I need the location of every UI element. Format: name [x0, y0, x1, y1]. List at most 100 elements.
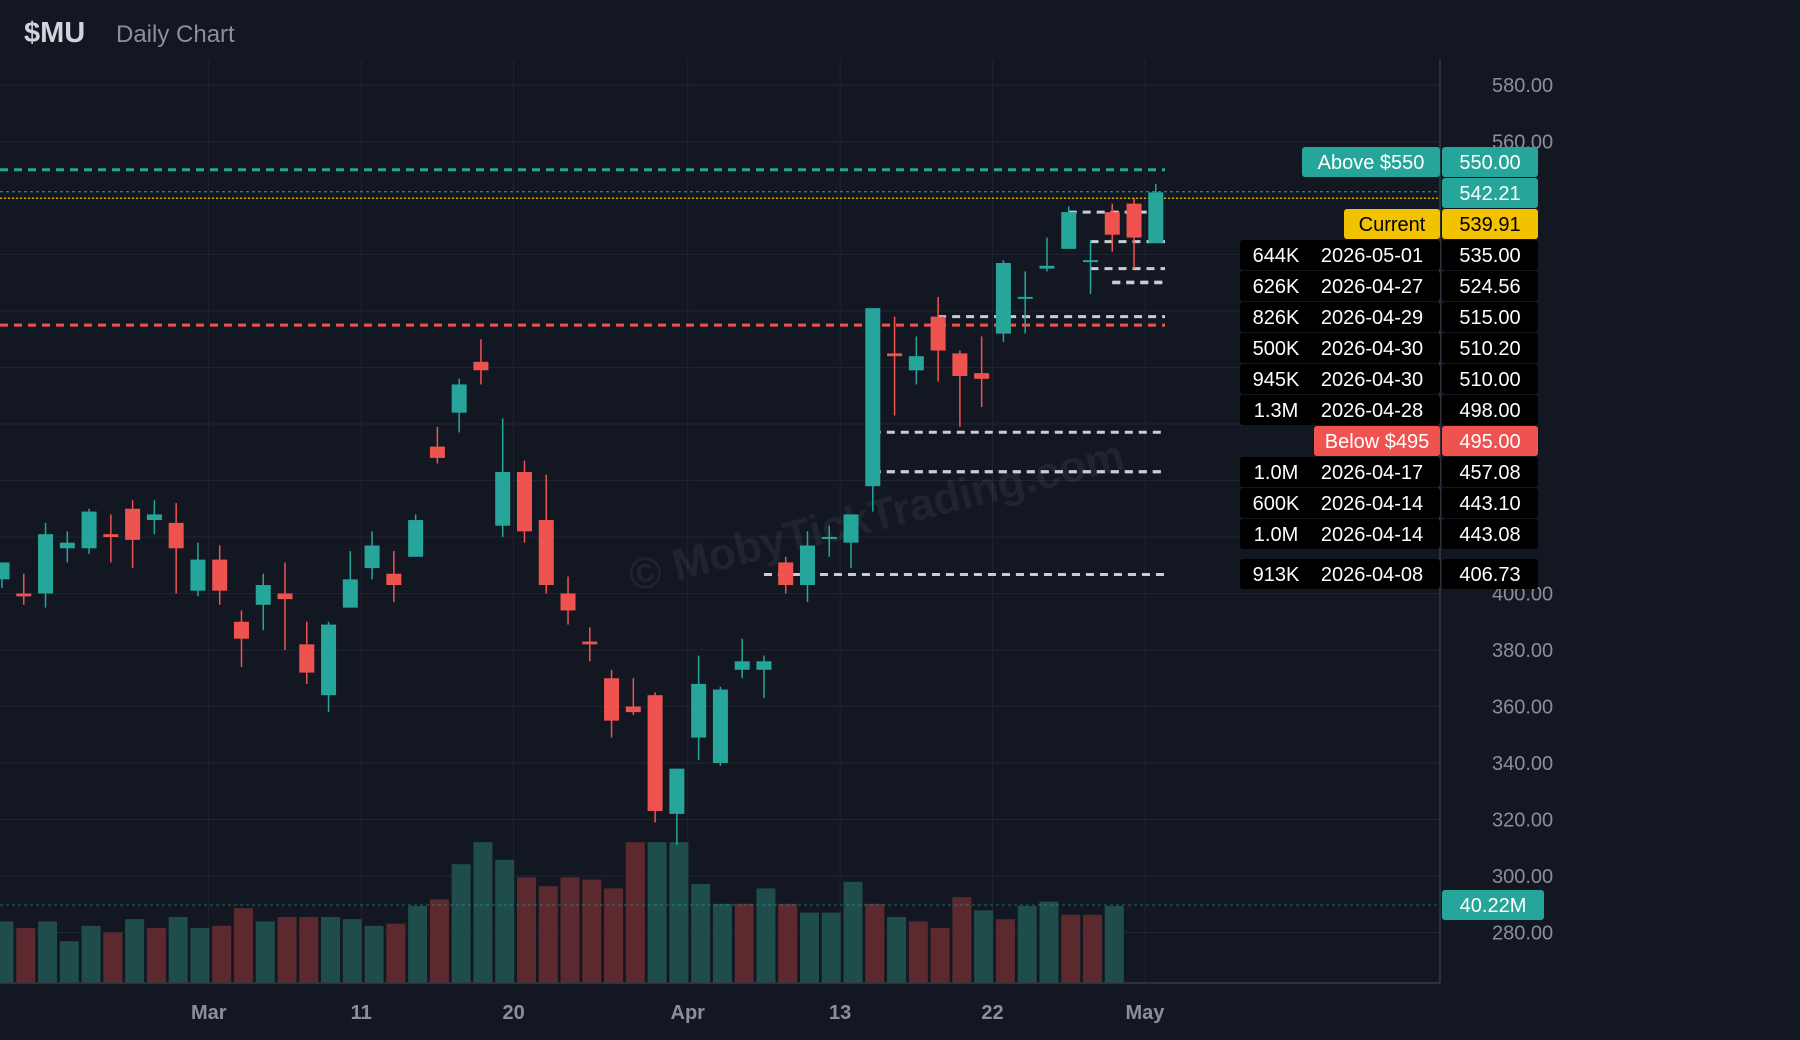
candle-body	[255, 585, 271, 605]
candle-body	[1017, 296, 1033, 299]
candle-body	[81, 511, 97, 549]
candle-body	[212, 559, 228, 591]
volume-value-text: 40.22M	[1460, 895, 1527, 917]
candle-body	[1039, 265, 1055, 269]
candle-body	[865, 308, 881, 487]
price-tag-value: 498.00	[1459, 400, 1520, 422]
price-tag-box	[1442, 559, 1538, 589]
candle-body	[16, 593, 32, 597]
candle-body	[930, 316, 946, 351]
level-label-box	[1302, 147, 1440, 177]
time-tick-label: 22	[981, 1002, 1003, 1024]
candle-body	[691, 683, 707, 738]
volume-level-date: 2026-04-29	[1321, 307, 1423, 329]
volume-level-date: 2026-04-17	[1321, 462, 1423, 484]
price-tag-box	[1442, 519, 1538, 549]
candle-body	[38, 534, 54, 594]
volume-bar	[1017, 906, 1037, 983]
volume-bar	[103, 932, 123, 983]
price-tag-box	[1442, 271, 1538, 301]
volume-bar	[321, 917, 341, 983]
price-tick-label: 360.00	[1492, 697, 1553, 719]
volume-bar	[299, 917, 319, 983]
candle-body	[408, 520, 424, 557]
price-tag-value: 443.10	[1459, 493, 1520, 515]
candle-body	[887, 353, 903, 357]
volume-bar	[952, 897, 972, 983]
volume-level-volume: 826K	[1253, 307, 1300, 329]
time-axis: Mar 11 20 Apr 13 22 May	[191, 1002, 1165, 1024]
candle-body	[1104, 212, 1120, 235]
volume-bar	[59, 941, 79, 983]
candle-body	[342, 579, 358, 608]
candle-body	[952, 353, 968, 376]
level-label-text: Above $550	[1318, 152, 1425, 174]
price-tag-box	[1442, 333, 1538, 363]
volume-bar	[1039, 901, 1059, 983]
volume-bar	[669, 842, 689, 983]
candle-body	[669, 768, 685, 814]
candle-body	[190, 559, 206, 591]
candle-body	[299, 644, 315, 673]
volume-bar	[799, 912, 819, 983]
time-tick-label: 13	[829, 1002, 851, 1024]
volume-bar	[538, 886, 558, 983]
price-tick-label: 340.00	[1492, 753, 1553, 775]
candle-body	[995, 262, 1011, 334]
volume-bar	[691, 884, 711, 983]
volume-bar	[0, 921, 14, 983]
volume-level-volume: 600K	[1253, 493, 1300, 515]
volume-bar	[734, 903, 754, 983]
candle-body	[429, 446, 445, 458]
price-tag-value: 515.00	[1459, 307, 1520, 329]
volume-bar	[887, 917, 907, 983]
price-tag-box	[1442, 240, 1538, 270]
price-tag-box	[1442, 178, 1538, 208]
volume-bar	[125, 919, 145, 983]
candle-body	[1083, 260, 1098, 263]
volume-bar	[429, 899, 449, 983]
volume-level-volume: 945K	[1253, 369, 1300, 391]
price-tick-label: 380.00	[1492, 640, 1553, 662]
volume-level-label-box	[1240, 240, 1440, 270]
level-label-box	[1344, 209, 1440, 239]
volume-bar	[38, 921, 58, 983]
level-tags: Above $550 550.00 542.21 Current 539.91 644K 2…	[1240, 147, 1544, 920]
price-tag-box	[1442, 426, 1538, 456]
candle-body	[843, 514, 859, 543]
price-tick-label: 580.00	[1492, 75, 1553, 97]
price-tag-value: 457.08	[1459, 462, 1520, 484]
price-tag-value: 406.73	[1459, 564, 1520, 586]
chart-subtitle: Daily Chart	[116, 21, 235, 48]
price-tag-value: 510.20	[1459, 338, 1520, 360]
volume-bars	[0, 842, 1124, 983]
volume-bar	[821, 912, 841, 983]
time-tick-label: 11	[351, 1002, 372, 1024]
volume-bar	[582, 879, 602, 983]
ticker-symbol[interactable]: $MU	[24, 17, 85, 49]
volume-bar	[843, 881, 863, 983]
price-tag-box	[1442, 209, 1538, 239]
volume-level-date: 2026-04-08	[1321, 564, 1423, 586]
candle-body	[103, 534, 119, 537]
volume-bar	[277, 917, 297, 983]
volume-level-label-box	[1240, 519, 1440, 549]
candlesticks	[0, 183, 1164, 845]
volume-bar	[1061, 914, 1081, 983]
candle-body	[495, 472, 511, 526]
time-tick-label: May	[1125, 1002, 1165, 1024]
candle-body	[908, 356, 924, 371]
volume-level-label-box	[1240, 559, 1440, 589]
candle-body	[538, 520, 554, 586]
price-tag-value: 510.00	[1459, 369, 1520, 391]
price-tag-box	[1442, 488, 1538, 518]
volume-level-volume: 644K	[1253, 245, 1300, 267]
volume-bar	[233, 908, 253, 983]
volume-bar	[451, 864, 471, 983]
candle-body	[125, 508, 141, 540]
price-tag-value: 539.91	[1459, 214, 1520, 236]
volume-bar	[255, 921, 275, 983]
volume-value-tag	[1442, 890, 1544, 920]
candle-body	[756, 661, 772, 670]
